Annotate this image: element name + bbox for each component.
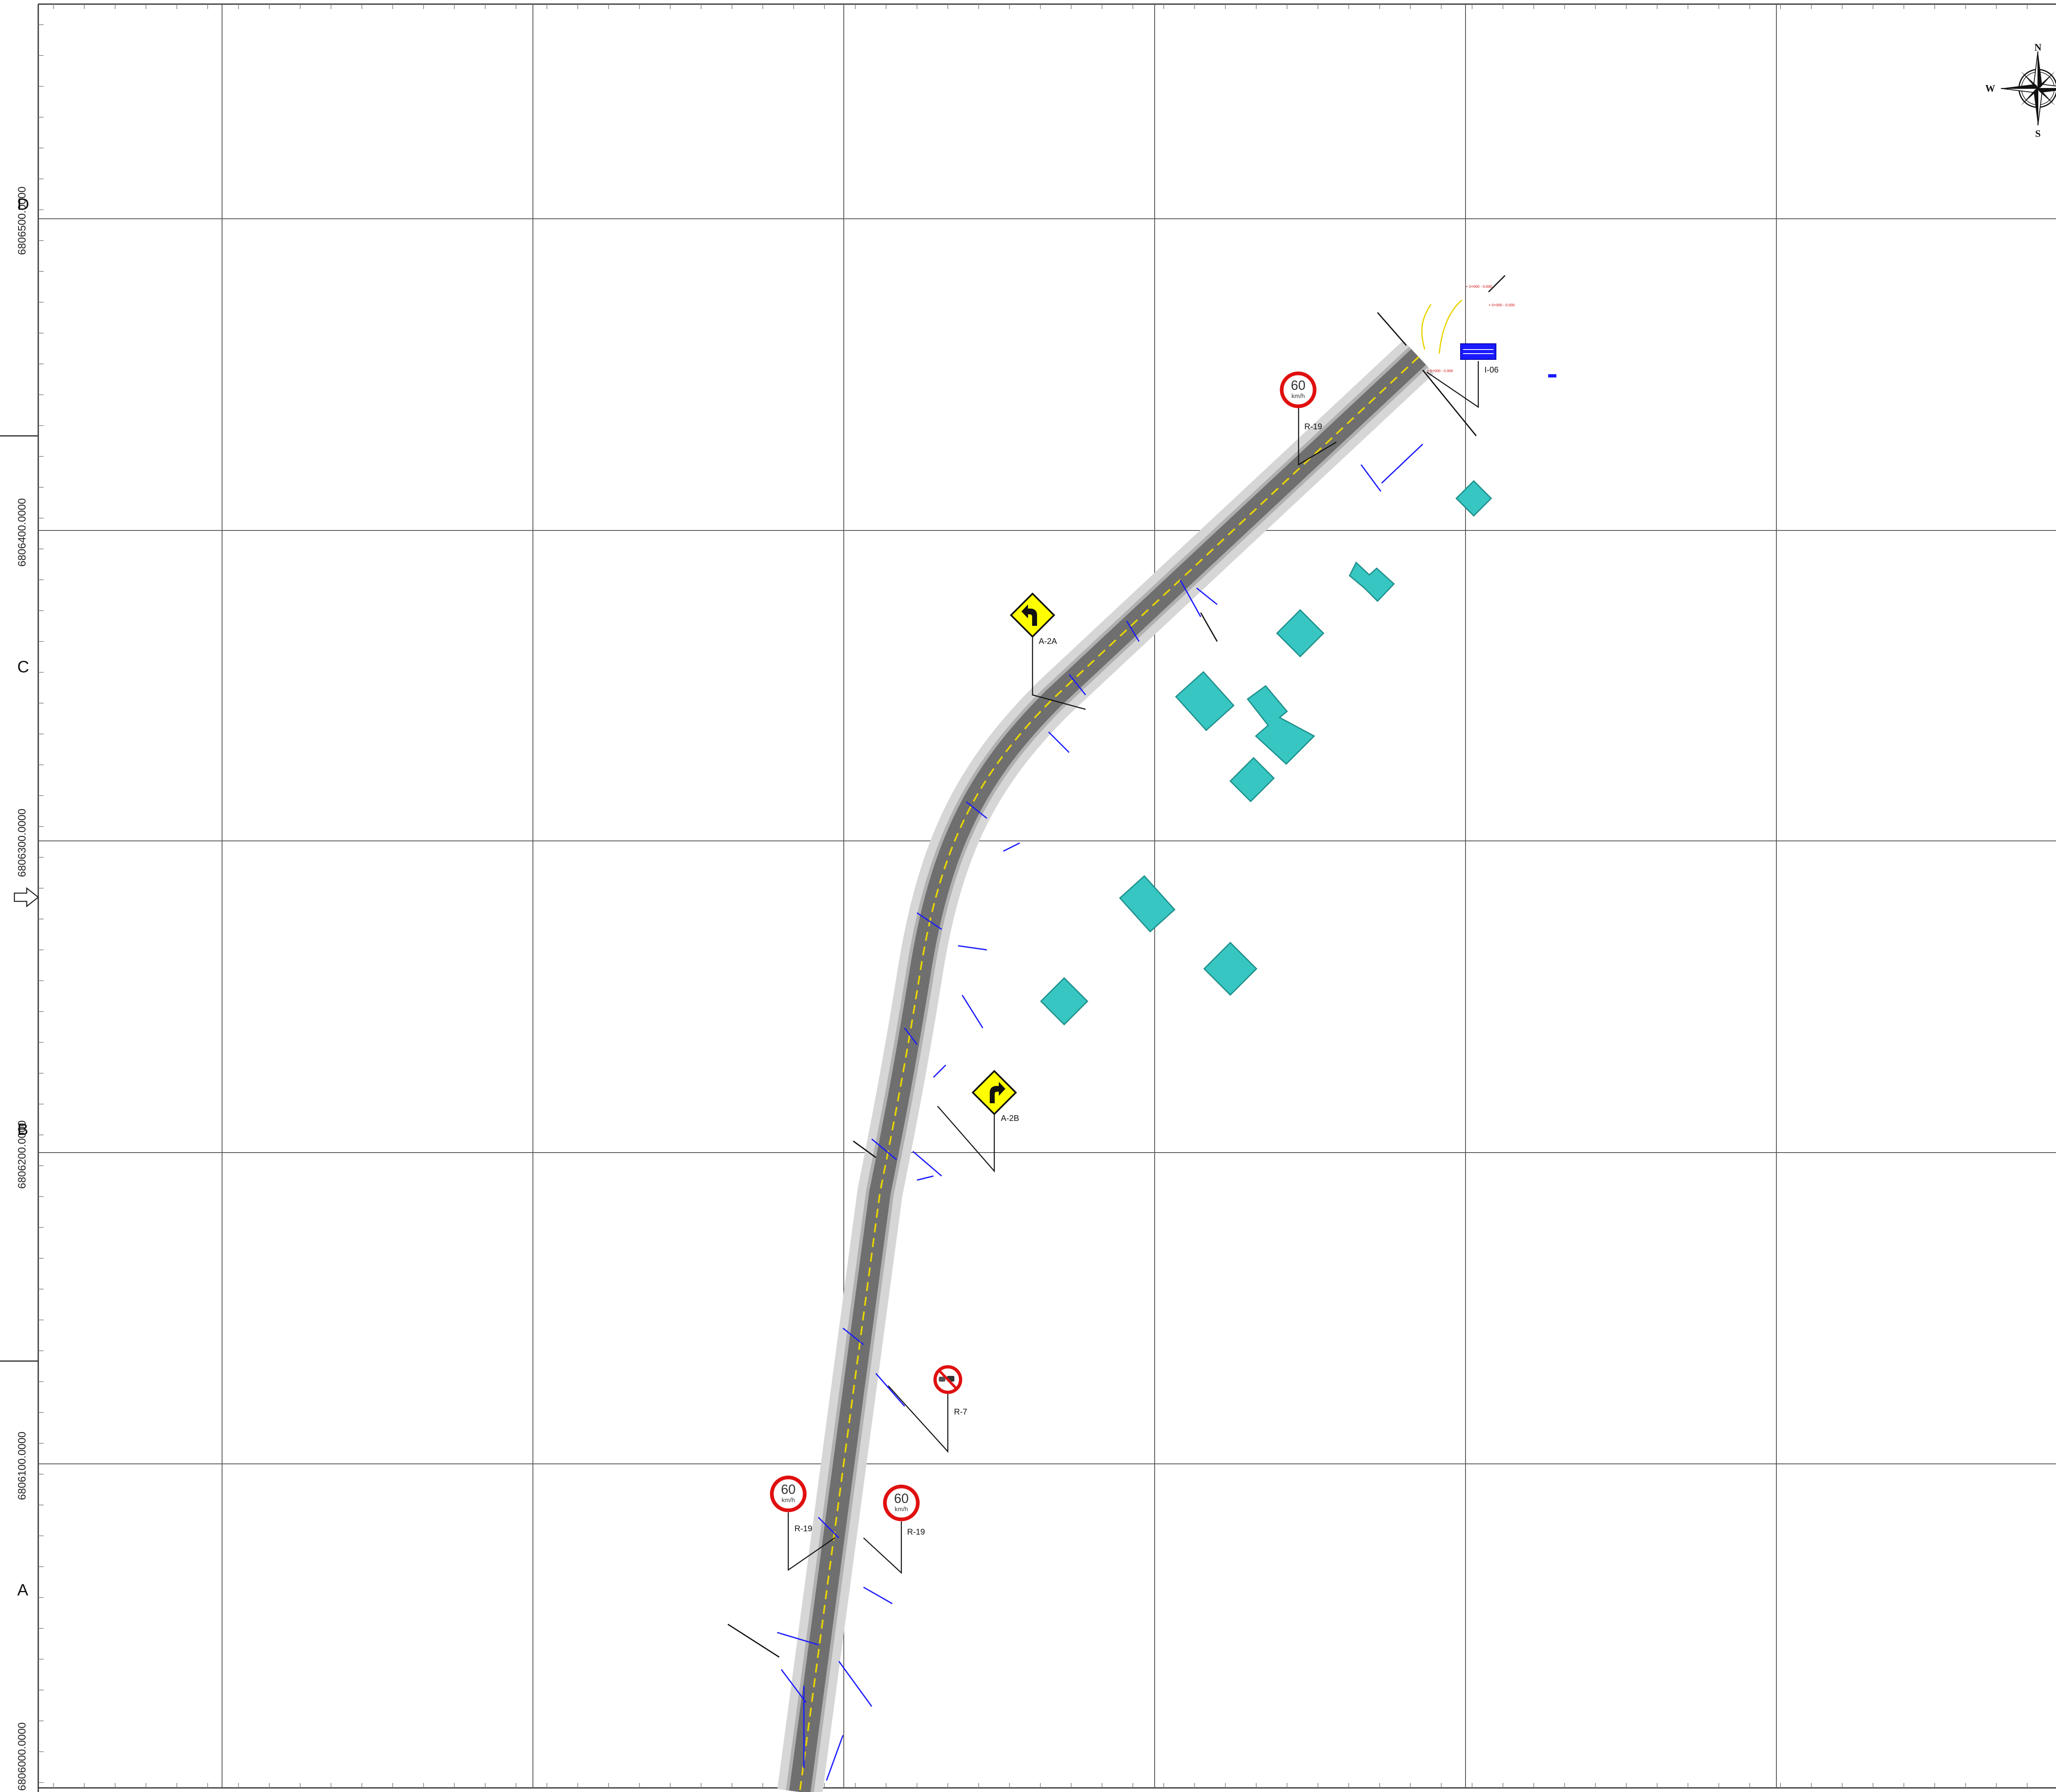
building — [1349, 561, 1395, 602]
sign-a2a: A-2A — [1009, 592, 1086, 710]
svg-text:+ 0+000 - 0.000: + 0+000 - 0.000 — [1466, 285, 1492, 289]
northing-label-6806500: 6806500.0000 — [16, 187, 28, 255]
building — [1175, 671, 1235, 732]
side-roads — [727, 612, 1218, 1658]
svg-text:+ 0+000 - 0.000: + 0+000 - 0.000 — [1489, 303, 1515, 307]
intersection-details: + 0+000 - 0.000 + 0+000 - 0.000 + 0+000 … — [1377, 275, 1556, 436]
sign-r19-top: 60 km/h R-19 — [1280, 371, 1337, 466]
buildings — [1040, 480, 1492, 1026]
curve-right-arrow-icon — [990, 1082, 1005, 1103]
northing-label-6806100: 6806100.0000 — [16, 1432, 28, 1500]
speed-unit: km/h — [782, 1497, 795, 1504]
road-surface — [789, 349, 1426, 1792]
zone-letter-c: C — [17, 658, 29, 676]
speed-value: 60 — [1291, 378, 1306, 393]
sign-code: R-19 — [1304, 422, 1322, 431]
zone-letter-b: B — [17, 1121, 28, 1139]
northing-label-6806000: 6806000.0000 — [16, 1723, 28, 1791]
marker — [1548, 374, 1556, 377]
sign-r19-left: 60 km/h R-19 — [770, 1475, 835, 1571]
speed-unit: km/h — [1292, 393, 1305, 400]
info-sign-i06 — [1460, 343, 1496, 360]
sign-r7: R-7 — [888, 1365, 967, 1453]
northing-label-6806400: 6806400.0000 — [16, 498, 28, 567]
sign-code: I-06 — [1484, 366, 1498, 375]
sign-i06: I-06 — [1426, 361, 1498, 408]
map-grid — [0, 3, 2056, 1792]
sign-code: A-2B — [1001, 1114, 1019, 1123]
compass-west: W — [1985, 83, 1995, 94]
compass-north: N — [2034, 42, 2042, 53]
zone-letter-a: A — [17, 1581, 28, 1599]
road-centerline — [799, 356, 1419, 1792]
sign-r19-right: 60 km/h R-19 — [863, 1484, 925, 1574]
building — [1203, 942, 1257, 996]
building — [1119, 875, 1176, 933]
frame-ticks — [38, 4, 2028, 1788]
svg-text:+ 0+000 - 0.000: + 0+000 - 0.000 — [1427, 369, 1453, 373]
entry-arrow-icon — [14, 887, 39, 908]
sign-a2b: A-2B — [937, 1070, 1019, 1173]
building — [1040, 977, 1088, 1026]
speed-value: 60 — [894, 1491, 909, 1506]
compass-rose-icon: N S E W — [1985, 42, 2056, 139]
drainage — [777, 443, 1424, 1781]
sign-code: A-2A — [1039, 637, 1057, 646]
no-overtaking-icon — [938, 1369, 958, 1390]
sign-code: R-19 — [907, 1528, 925, 1537]
sign-code: R-7 — [954, 1408, 967, 1417]
curve-left-arrow-icon — [1021, 604, 1037, 626]
northing-label-6806200: 6806200.0000 — [16, 1121, 28, 1189]
compass-south: S — [2035, 129, 2040, 139]
building — [1246, 685, 1315, 765]
road — [777, 340, 1434, 1792]
speed-value: 60 — [781, 1482, 796, 1497]
building — [1229, 757, 1275, 803]
building — [1276, 609, 1324, 658]
sign-code: R-19 — [794, 1524, 812, 1533]
zone-letter-d: D — [17, 195, 29, 213]
building — [1455, 480, 1492, 517]
northing-label-6806300: 6806300.0000 — [16, 809, 28, 877]
speed-unit: km/h — [895, 1506, 908, 1513]
